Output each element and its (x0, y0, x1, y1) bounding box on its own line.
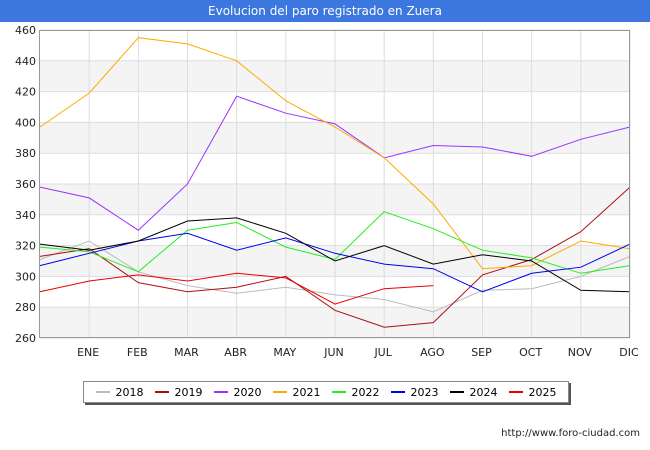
legend-swatch (508, 391, 523, 393)
x-tick-label: FEB (127, 346, 148, 359)
x-tick-label: AGO (420, 346, 445, 359)
series-line-2021 (39, 37, 631, 270)
x-tick-label: SEP (471, 346, 492, 359)
legend-label: 2020 (233, 385, 262, 399)
legend-swatch (449, 391, 464, 393)
legend-label: 2021 (292, 385, 321, 399)
legend-label: 2023 (410, 385, 439, 399)
legend-swatch (390, 391, 405, 393)
y-tick-label: 340 (15, 209, 36, 222)
y-tick-label: 360 (15, 178, 36, 191)
legend-swatch (213, 391, 228, 393)
series-line-2022 (39, 211, 631, 274)
x-tick-label: JUN (323, 346, 344, 359)
chart-title: Evolucion del paro registrado en Zuera (0, 0, 650, 22)
series-lines (39, 37, 631, 328)
legend-item-2022: 2022 (331, 385, 380, 399)
legend-item-2018: 2018 (95, 385, 144, 399)
x-tick-label: MAR (174, 346, 199, 359)
y-tick-label: 380 (15, 147, 36, 160)
source-url: http://www.foro-ciudad.com (501, 428, 640, 439)
legend-swatch (272, 391, 287, 393)
legend-label: 2018 (115, 385, 144, 399)
y-tick-label: 400 (15, 116, 36, 129)
legend-item-2025: 2025 (508, 385, 557, 399)
series-line-2020 (39, 95, 631, 231)
legend-label: 2019 (174, 385, 203, 399)
legend-item-2024: 2024 (449, 385, 498, 399)
legend-swatch (154, 391, 169, 393)
legend-label: 2025 (528, 385, 557, 399)
y-tick-label: 280 (15, 301, 36, 314)
legend-item-2023: 2023 (390, 385, 439, 399)
series-line-2025 (39, 272, 434, 305)
y-tick-label: 420 (15, 86, 36, 99)
y-tick-label: 440 (15, 55, 36, 68)
legend-item-2020: 2020 (213, 385, 262, 399)
x-tick-label: JUL (373, 346, 392, 359)
series-line-2024 (39, 217, 631, 293)
x-tick-label: ABR (224, 346, 247, 359)
series-line-2019 (39, 186, 631, 328)
plot-area-border (39, 30, 630, 338)
x-tick-label: OCT (519, 346, 542, 359)
legend-item-2021: 2021 (272, 385, 321, 399)
legend: 2018 2019 2020 2021 2022 2023 2024 2025 (83, 381, 569, 403)
y-axis-ticks: 260 280 300 320 340 360 380 400 420 440 460 (15, 24, 36, 345)
legend-label: 2024 (469, 385, 498, 399)
y-tick-label: 300 (15, 270, 36, 283)
x-tick-label: DIC (619, 346, 639, 359)
y-tick-label: 260 (15, 332, 36, 345)
y-tick-label: 460 (15, 24, 36, 37)
x-tick-label: NOV (568, 346, 593, 359)
x-tick-label: MAY (273, 346, 296, 359)
x-tick-label: ENE (77, 346, 99, 359)
legend-item-2019: 2019 (154, 385, 203, 399)
legend-swatch (331, 391, 346, 393)
legend-label: 2022 (351, 385, 380, 399)
x-axis-ticks: ENE FEB MAR ABR MAY JUN JUL AGO SEP OCT NOV DIC (77, 346, 639, 359)
y-tick-label: 320 (15, 240, 36, 253)
legend-swatch (95, 391, 110, 393)
